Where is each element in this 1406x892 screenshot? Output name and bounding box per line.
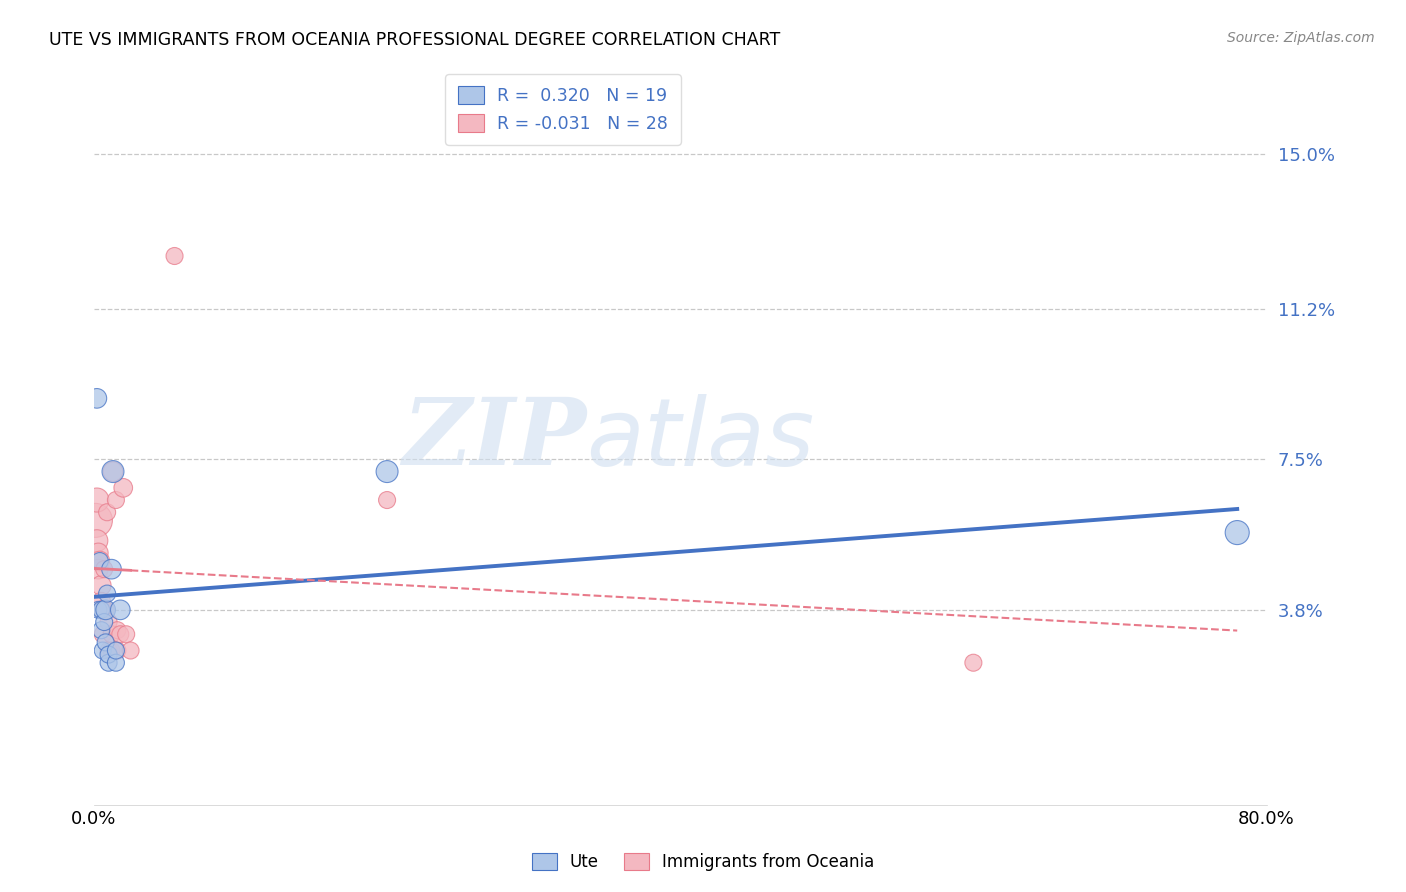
Point bbox=[112, 481, 135, 495]
Point bbox=[101, 465, 124, 479]
Point bbox=[110, 603, 132, 617]
Text: UTE VS IMMIGRANTS FROM OCEANIA PROFESSIONAL DEGREE CORRELATION CHART: UTE VS IMMIGRANTS FROM OCEANIA PROFESSIO… bbox=[49, 31, 780, 49]
Point bbox=[91, 603, 114, 617]
Point bbox=[375, 493, 398, 508]
Point bbox=[962, 656, 984, 670]
Point bbox=[93, 562, 115, 576]
Point bbox=[87, 546, 110, 560]
Point bbox=[375, 465, 398, 479]
Point bbox=[100, 643, 122, 657]
Point bbox=[105, 643, 128, 657]
Legend: Ute, Immigrants from Oceania: Ute, Immigrants from Oceania bbox=[523, 845, 883, 880]
Point bbox=[93, 615, 115, 629]
Text: atlas: atlas bbox=[586, 393, 814, 484]
Point bbox=[84, 513, 107, 527]
Point bbox=[86, 493, 108, 508]
Point bbox=[110, 627, 132, 641]
Point bbox=[104, 493, 127, 508]
Point bbox=[94, 603, 117, 617]
Point bbox=[90, 595, 112, 609]
Point bbox=[94, 603, 117, 617]
Text: Source: ZipAtlas.com: Source: ZipAtlas.com bbox=[1227, 31, 1375, 45]
Point bbox=[90, 603, 112, 617]
Point bbox=[101, 465, 124, 479]
Point bbox=[97, 643, 120, 657]
Point bbox=[86, 392, 108, 406]
Point bbox=[86, 533, 108, 548]
Point bbox=[91, 643, 114, 657]
Legend: R =  0.320   N = 19, R = -0.031   N = 28: R = 0.320 N = 19, R = -0.031 N = 28 bbox=[446, 74, 681, 145]
Point bbox=[96, 586, 118, 600]
Point bbox=[120, 643, 142, 657]
Point bbox=[104, 656, 127, 670]
Point bbox=[97, 615, 120, 629]
Point bbox=[91, 627, 114, 641]
Point bbox=[89, 554, 111, 568]
Point bbox=[100, 627, 122, 641]
Point bbox=[100, 562, 122, 576]
Point bbox=[97, 656, 120, 670]
Point bbox=[163, 249, 186, 263]
Point bbox=[97, 648, 120, 662]
Point bbox=[96, 505, 118, 519]
Point bbox=[89, 554, 111, 568]
Point bbox=[104, 643, 127, 657]
Point bbox=[105, 623, 128, 637]
Point bbox=[115, 627, 138, 641]
Point bbox=[87, 603, 110, 617]
Point bbox=[90, 623, 112, 637]
Point bbox=[94, 635, 117, 649]
Point bbox=[1226, 525, 1249, 540]
Point bbox=[90, 578, 112, 592]
Point bbox=[87, 562, 110, 576]
Text: ZIP: ZIP bbox=[402, 394, 586, 484]
